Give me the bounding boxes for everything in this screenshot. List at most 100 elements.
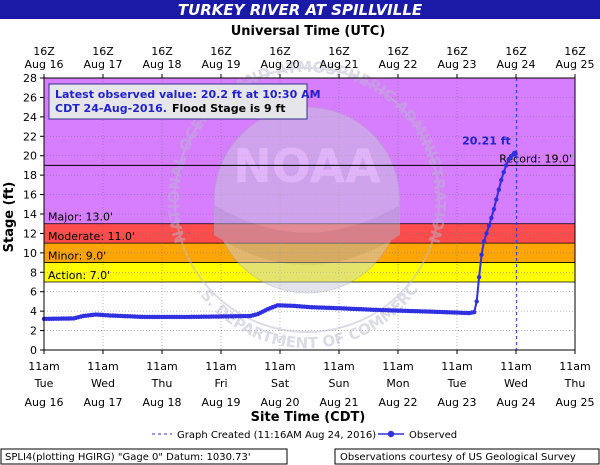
observed-point <box>474 299 479 304</box>
observed-point <box>484 231 489 236</box>
x-tick-day: Fri <box>214 377 227 390</box>
observed-point <box>481 239 487 244</box>
x-tick-time: 11am <box>205 360 236 373</box>
top-tick-date: Aug 17 <box>84 58 123 71</box>
top-tick-date: Aug 22 <box>379 58 418 71</box>
top-tick-date: Aug 16 <box>25 58 64 71</box>
footer-right-box <box>334 448 600 465</box>
top-tick-hour: 16Z <box>33 45 55 58</box>
observed-point <box>479 252 484 257</box>
top-tick-hour: 16Z <box>505 45 527 58</box>
x-tick-date: Aug 21 <box>320 396 359 409</box>
x-tick-day: Tue <box>34 377 54 390</box>
observed-point <box>496 187 501 192</box>
top-tick-date: Aug 24 <box>497 58 536 71</box>
record-label: Record: 19.0' <box>499 152 572 165</box>
footer-right-text: Observations courtesy of US Geological S… <box>340 452 576 463</box>
zone-label-major: Major: 13.0' <box>48 211 113 224</box>
series-layer: 20.21 ft <box>41 78 518 350</box>
noaa-logo-bird <box>214 205 400 265</box>
latest-info-box: Latest observed value: 20.2 ft at 10:30 … <box>48 83 321 120</box>
top-tick-hour: 16Z <box>269 45 291 58</box>
noaa-logo-ring <box>174 67 440 333</box>
x-tick-day: Sun <box>329 377 350 390</box>
y-axis-title: Stage (ft) <box>2 182 17 253</box>
top-tick-date: Aug 19 <box>202 58 241 71</box>
y-tick-label: 12 <box>23 227 37 240</box>
latest-observed-point <box>511 150 518 157</box>
x-tick-time: 11am <box>87 360 118 373</box>
y-tick-label: 6 <box>30 286 37 299</box>
x-tick-date: Aug 17 <box>84 396 123 409</box>
observed-point <box>494 197 499 202</box>
x-tick-time: 11am <box>146 360 177 373</box>
top-tick-hour: 16Z <box>328 45 350 58</box>
observed-point <box>499 177 504 183</box>
x-tick-date: Aug 20 <box>261 396 300 409</box>
observed-point <box>501 170 506 175</box>
y-tick-label: 16 <box>23 189 37 202</box>
legend: Graph Created (11:16AM Aug 24, 2016) Obs… <box>152 430 457 441</box>
x-tick-time: 11am <box>559 360 590 373</box>
footer-left-text: SPLI4(plotting HGIRG) "Gage 0" Datum: 10… <box>5 452 251 463</box>
x-tick-time: 11am <box>28 360 59 373</box>
y-tick-label: 22 <box>23 130 37 143</box>
observed-point <box>472 309 477 315</box>
zone-label-action: Action: 7.0' <box>48 269 110 282</box>
x-tick-day: Wed <box>91 377 115 390</box>
top-tick-hour: 16Z <box>564 45 586 58</box>
y-tick-label: 10 <box>23 247 37 260</box>
y-tick-label: 2 <box>30 325 37 338</box>
footer-left-box <box>0 448 288 465</box>
x-tick-time: 11am <box>323 360 354 373</box>
top-tick-date: Aug 23 <box>438 58 477 71</box>
observed-point <box>489 215 494 221</box>
x-tick-date: Aug 19 <box>202 396 241 409</box>
legend-observed-marker <box>387 430 395 438</box>
legend-created-label: Graph Created (11:16AM Aug 24, 2016) <box>177 430 376 441</box>
observed-point <box>503 163 509 168</box>
y-tick-label: 24 <box>23 111 37 124</box>
top-tick-hour: 16Z <box>387 45 409 58</box>
flood-zone-labels: Action: 7.0' Minor: 9.0' Moderate: 11.0' Ma… <box>48 211 135 282</box>
y-tick-label: 28 <box>23 72 37 85</box>
top-tick-date: Aug 18 <box>143 58 182 71</box>
record-line-group: Record: 19.0' <box>44 152 575 166</box>
top-axis-title: Universal Time (UTC) <box>231 24 386 39</box>
y-tick-label: 26 <box>23 91 37 104</box>
y-tick-label: 8 <box>30 266 37 279</box>
info-line-2-date: CDT 24-Aug-2016. <box>55 102 167 115</box>
x-tick-date: Aug 25 <box>556 396 595 409</box>
x-tick-date: Aug 16 <box>25 396 64 409</box>
latest-value-label: 20.21 ft <box>462 135 511 148</box>
x-tick-day: Tue <box>447 377 467 390</box>
x-tick-day: Thu <box>151 377 173 390</box>
noaa-logo-text: NOAA <box>233 139 381 193</box>
x-tick-time: 11am <box>500 360 531 373</box>
top-tick-hour: 16Z <box>210 45 232 58</box>
x-tick-time: 11am <box>264 360 295 373</box>
observed-point <box>486 223 492 228</box>
noaa-logo-disc <box>213 106 401 294</box>
y-tick-label: 0 <box>30 344 37 357</box>
info-line-1: Latest observed value: 20.2 ft at 10:30 … <box>55 88 321 101</box>
x-tick-date: Aug 18 <box>143 396 182 409</box>
observed-point <box>506 157 511 162</box>
top-tick-hour: 16Z <box>446 45 468 58</box>
title-bar <box>0 0 600 19</box>
observed-point <box>476 274 482 280</box>
top-tick-date: Aug 25 <box>556 58 595 71</box>
info-box-frame <box>48 83 308 120</box>
chart-title: TURKEY RIVER AT SPILLVILLE <box>178 1 423 19</box>
x-tick-time: 11am <box>382 360 413 373</box>
zone-label-moderate: Moderate: 11.0' <box>48 230 135 243</box>
x-tick-day: Mon <box>386 377 409 390</box>
observed-point <box>491 206 497 212</box>
info-line-2-flood: Flood Stage is 9 ft <box>172 102 286 115</box>
y-tick-label: 4 <box>30 305 37 318</box>
x-tick-date: Aug 24 <box>497 396 536 409</box>
y-tick-label: 18 <box>23 169 37 182</box>
zone-label-minor: Minor: 9.0' <box>48 250 106 263</box>
